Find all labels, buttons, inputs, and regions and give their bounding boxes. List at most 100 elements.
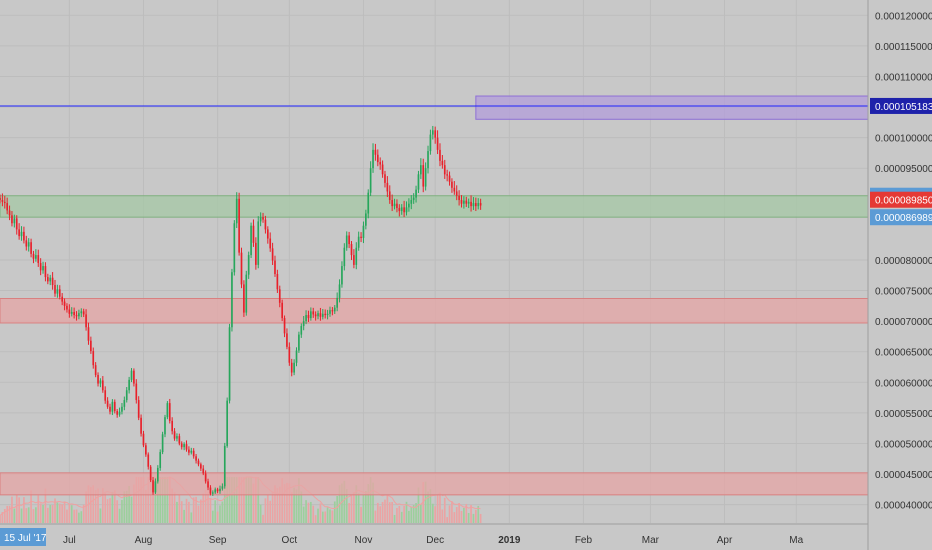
candle-body [345,235,348,248]
volume-bar [221,501,224,523]
volume-bar [85,491,87,523]
candle-body [85,314,87,328]
volume-bar [70,505,73,523]
candle-body [25,240,28,247]
candle-body [30,242,32,254]
candle-body [44,266,47,278]
candle-body [104,390,107,401]
volume-bar [75,509,78,523]
candle-body [231,272,233,328]
volume-bar [300,491,303,523]
volume-bar [314,515,317,523]
volume-bar [427,491,429,523]
candle-body [302,321,305,327]
volume-bar [388,502,391,523]
volume-bar [200,499,202,523]
volume-bar [166,477,169,523]
volume-bar [302,506,305,523]
x-tick-label: Jul [63,535,76,546]
volume-bar [283,484,286,523]
candle-body [94,365,97,375]
y-tick-label: 0.000100000 [875,134,932,145]
candle-body [400,207,403,212]
candle-body [78,313,80,317]
volume-bar [379,506,382,523]
volume-bar [393,514,396,523]
candle-body [434,130,437,138]
candle-body [278,289,281,303]
candle-body [477,203,480,207]
y-tick-label: 0.000080000 [875,256,932,267]
price-badge-label-2: 0.000089850 [875,196,932,207]
volume-bar [372,482,374,523]
y-tick-label: 0.000120000 [875,11,932,22]
candle-body [372,149,374,169]
candle-body [99,380,102,384]
candle-body [243,284,245,313]
volume-bar [345,489,348,523]
candle-body [470,201,472,207]
volume-bar [324,511,327,523]
volume-bar [278,486,281,523]
candle-body [166,403,169,418]
volume-bar [266,495,269,523]
volume-bar [470,504,472,523]
candle-body [87,327,90,341]
volume-bar [472,513,475,523]
volume-bar [219,505,221,523]
candle-body [154,481,157,493]
candle-body [396,203,398,208]
x-tick-label: Mar [642,535,660,546]
candle-body [266,229,269,239]
candle-body [422,165,425,187]
volume-bar [331,510,334,523]
volume-bar [475,509,477,523]
candle-body [355,247,358,265]
volume-bar [54,498,56,523]
volume-bar [78,512,80,523]
candle-body [441,160,444,166]
y-tick-label: 0.000055000 [875,409,932,420]
candle-body [121,406,123,412]
volume-bar [204,490,207,523]
candle-body [211,492,214,494]
volume-bar [400,511,403,523]
candle-body [216,489,219,492]
candle-body [408,203,410,208]
x-tick-label: Dec [426,535,444,546]
candle-body [269,238,272,249]
volume-bar [135,477,138,523]
volume-bar [396,507,398,523]
volume-bar [8,505,11,523]
volume-bar [269,500,272,523]
volume-bar [341,483,343,523]
volume-bar [235,477,238,523]
candle-body [142,433,145,446]
candle-body [436,137,439,150]
volume-bar [257,477,260,523]
candle-body [455,191,458,196]
candle-body [324,313,327,316]
candle-body [341,266,343,285]
candle-body [49,277,52,282]
volume-bar [80,511,83,523]
candle-body [161,434,164,453]
candle-body [319,313,322,317]
volume-bar [240,477,243,523]
candle-body [410,200,413,204]
candle-body [362,225,365,238]
candle-body [73,311,75,316]
candle-body [360,236,362,238]
candle-body [207,481,209,488]
volume-bar [446,517,448,523]
volume-bar [321,511,324,523]
volume-bar [44,488,47,523]
candle-body [255,242,257,265]
candle-body [281,302,283,319]
candle-body [365,213,367,226]
volume-bar [319,503,322,523]
candle-body [353,255,355,265]
candle-body [405,207,408,213]
